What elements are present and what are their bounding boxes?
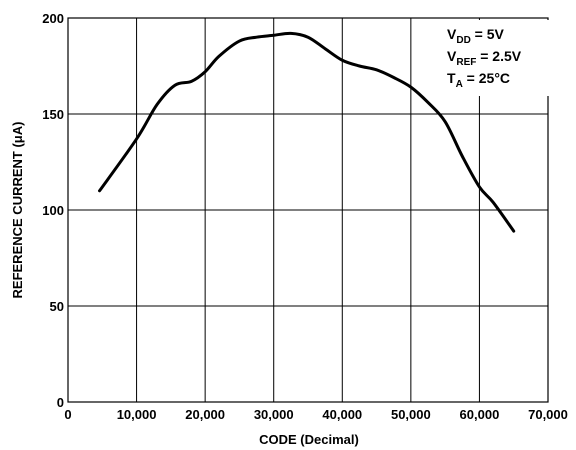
x-tick-label: 10,000 (117, 407, 157, 422)
y-axis-label: REFERENCE CURRENT (μA) (10, 122, 25, 299)
y-tick-label: 150 (42, 107, 64, 122)
x-tick-label: 50,000 (391, 407, 431, 422)
plot-frame (67, 17, 549, 403)
annotation-vdd: VDD = 5V (447, 26, 505, 46)
x-tick-label: 70,000 (528, 407, 568, 422)
x-axis-label: CODE (Decimal) (259, 432, 359, 447)
x-tick-label: 60,000 (460, 407, 500, 422)
annotation-ta: TA = 25°C (447, 70, 510, 90)
y-tick-label: 100 (42, 203, 64, 218)
conditions-annotation: VDD = 5V VREF = 2.5V TA = 25°C (444, 20, 550, 96)
x-tick-label: 20,000 (185, 407, 225, 422)
x-tick-label: 0 (64, 407, 71, 422)
tick-labels: 0 10,000 20,000 30,000 40,000 50,000 60,000 70,… (42, 11, 568, 422)
y-tick-label: 200 (42, 11, 64, 26)
x-tick-label: 30,000 (254, 407, 294, 422)
y-tick-label: 50 (50, 299, 64, 314)
x-tick-label: 40,000 (322, 407, 362, 422)
series-layer (98, 31, 516, 233)
annotation-background (444, 20, 550, 96)
annotation-vref: VREF = 2.5V (447, 48, 522, 68)
y-tick-label: 0 (57, 395, 64, 410)
series-line (98, 31, 516, 233)
